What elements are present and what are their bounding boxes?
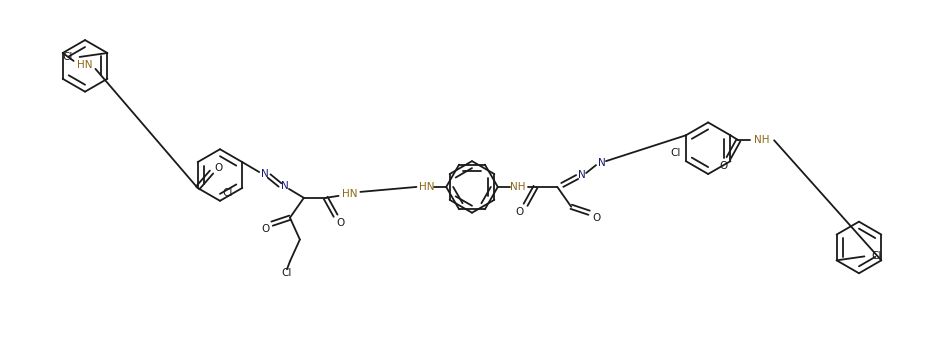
Text: O: O — [214, 163, 223, 173]
Text: O: O — [515, 207, 524, 217]
Text: Cl: Cl — [871, 251, 882, 261]
Text: N: N — [598, 158, 606, 168]
Text: NH: NH — [754, 135, 770, 145]
Text: Cl: Cl — [62, 52, 73, 62]
Text: Cl: Cl — [223, 188, 233, 198]
Text: O: O — [592, 213, 600, 223]
Text: N: N — [261, 169, 269, 179]
Text: O: O — [261, 223, 269, 233]
Text: HN: HN — [76, 60, 93, 70]
Text: Cl: Cl — [670, 148, 681, 158]
Text: NH: NH — [510, 182, 526, 192]
Text: N: N — [281, 181, 289, 191]
Text: O: O — [336, 218, 345, 228]
Text: HN: HN — [418, 182, 434, 192]
Text: O: O — [719, 161, 728, 171]
Text: HN: HN — [342, 189, 357, 199]
Text: N: N — [579, 170, 586, 180]
Text: Cl: Cl — [281, 268, 292, 278]
